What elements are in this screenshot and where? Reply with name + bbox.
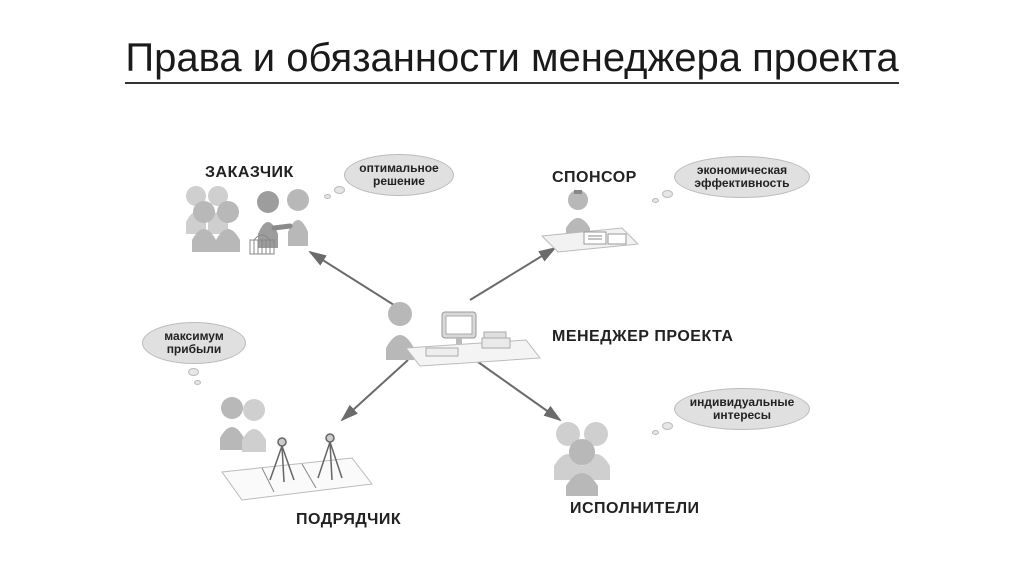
page-title: Права и обязанности менеджера проекта <box>0 36 1024 81</box>
bubble-economic-text: экономическая эффективность <box>694 164 789 189</box>
bubble-profit-text: максимум прибыли <box>164 330 223 355</box>
bubble-optimal-text: оптимальное решение <box>359 162 438 187</box>
executors-icon <box>540 418 660 503</box>
sponsor-icon <box>530 188 650 263</box>
contractor-label: ПОДРЯДЧИК <box>296 511 401 529</box>
bubble-optimal: оптимальное решение <box>344 154 454 196</box>
bubble-individual-text: индивидуальные интересы <box>690 396 795 421</box>
arrows-layer <box>0 0 1024 574</box>
sponsor-label: СПОНСОР <box>552 169 637 187</box>
contractor-icon <box>212 388 382 513</box>
customer-label: ЗАКАЗЧИК <box>205 164 294 182</box>
bubble-individual: индивидуальные интересы <box>674 388 810 430</box>
page-title-text: Права и обязанности менеджера проекта <box>125 36 898 84</box>
manager-icon <box>376 294 546 381</box>
diagram-stage: Права и обязанности менеджера проекта ЗА… <box>0 0 1024 574</box>
customer-group-icon <box>178 182 328 269</box>
bubble-economic: экономическая эффективность <box>674 156 810 198</box>
bubble-profit: максимум прибыли <box>142 322 246 364</box>
manager-label: МЕНЕДЖЕР ПРОЕКТА <box>552 328 733 346</box>
